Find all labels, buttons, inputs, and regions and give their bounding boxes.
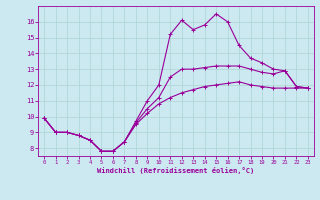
X-axis label: Windchill (Refroidissement éolien,°C): Windchill (Refroidissement éolien,°C) <box>97 167 255 174</box>
